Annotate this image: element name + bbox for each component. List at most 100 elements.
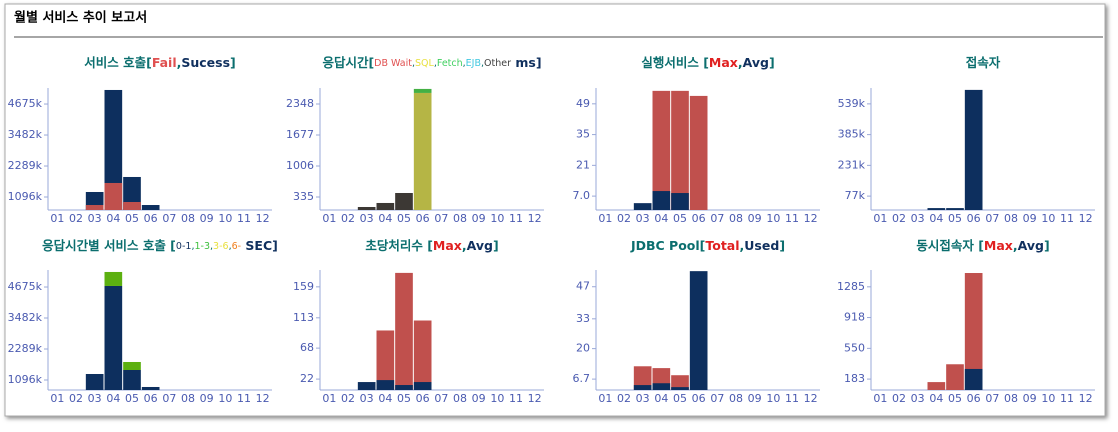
- title-part: ,: [1013, 238, 1018, 253]
- y-tick-label: 20: [576, 342, 590, 355]
- x-tick-label: 09: [1023, 392, 1037, 405]
- x-tick-label: 06: [967, 212, 981, 225]
- title-part: 서비스 호출[: [84, 55, 152, 70]
- x-tick-label: 08: [1004, 392, 1018, 405]
- x-tick-label: 05: [397, 212, 411, 225]
- bar: [413, 382, 432, 390]
- title-part: 동시접속자 [: [916, 238, 984, 253]
- title-part: 0-1: [176, 241, 192, 252]
- x-tick-label: 11: [509, 392, 523, 405]
- x-tick-label: 10: [766, 392, 780, 405]
- x-tick-label: 12: [528, 212, 542, 225]
- x-tick-label: 06: [416, 212, 430, 225]
- y-tick-label: 2289k: [8, 159, 43, 172]
- y-tick-label: 47: [576, 280, 590, 293]
- bar: [376, 202, 395, 210]
- x-tick-label: 12: [804, 212, 818, 225]
- x-tick-label: 10: [490, 392, 504, 405]
- x-tick-label: 02: [69, 212, 83, 225]
- title-part: ]: [769, 55, 775, 70]
- bar: [652, 90, 671, 210]
- title-part: Avg: [1018, 238, 1044, 253]
- y-tick-label: 1006: [286, 159, 314, 172]
- x-tick-label: 04: [378, 392, 392, 405]
- title-part: ]: [779, 238, 785, 253]
- bar: [357, 206, 376, 210]
- x-tick-label: 03: [636, 392, 650, 405]
- x-tick-label: 12: [1079, 212, 1093, 225]
- bar: [689, 271, 708, 390]
- x-tick-label: 11: [785, 212, 799, 225]
- bar: [652, 191, 671, 210]
- x-tick-label: 10: [1041, 212, 1055, 225]
- title-part: Fetch: [437, 58, 463, 69]
- title-part: DB Wait: [374, 58, 412, 69]
- title-part: 실행서비스 [: [641, 55, 709, 70]
- bar: [395, 272, 413, 390]
- x-tick-label: 01: [50, 392, 64, 405]
- x-tick-label: 05: [673, 392, 687, 405]
- bar: [413, 92, 432, 210]
- title-part: EJB: [466, 58, 481, 69]
- x-tick-label: 02: [892, 392, 906, 405]
- bar: [964, 368, 983, 390]
- y-tick-label: 4675k: [8, 97, 43, 110]
- title-part: ,: [210, 241, 213, 252]
- bar: [671, 90, 689, 210]
- x-tick-label: 03: [88, 392, 102, 405]
- x-tick-label: 10: [766, 212, 780, 225]
- title-part: ,: [463, 58, 466, 69]
- x-tick-label: 07: [985, 392, 999, 405]
- x-tick-label: 02: [341, 392, 355, 405]
- bar: [357, 382, 376, 390]
- bar: [671, 193, 689, 210]
- x-tick-label: 04: [106, 392, 120, 405]
- title-part: 접속자: [966, 55, 1001, 70]
- chart-title: 접속자: [966, 55, 1001, 70]
- x-tick-label: 05: [125, 212, 139, 225]
- title-part: ,: [434, 58, 437, 69]
- bar: [104, 285, 123, 390]
- title-part: ]: [230, 55, 236, 70]
- y-tick-label: 231k: [838, 158, 866, 171]
- y-tick-label: 22: [300, 372, 314, 385]
- x-tick-label: 11: [1060, 392, 1074, 405]
- y-tick-label: 49: [576, 97, 590, 110]
- chart-title: 동시접속자 [Max,Avg]: [916, 238, 1049, 253]
- bar: [946, 364, 964, 390]
- x-tick-label: 07: [434, 212, 448, 225]
- y-tick-label: 68: [300, 341, 314, 354]
- chart-title: 초당처리수 [Max,Avg]: [365, 238, 498, 253]
- x-tick-label: 02: [617, 392, 631, 405]
- x-tick-label: 03: [911, 392, 925, 405]
- bar: [633, 385, 652, 390]
- x-tick-label: 08: [729, 212, 743, 225]
- bar: [85, 205, 104, 210]
- page-title: 월별 서비스 추이 보고서: [14, 10, 147, 26]
- y-tick-label: 550: [844, 341, 865, 354]
- bar: [104, 89, 123, 210]
- chart-title: JDBC Pool[Total,Used]: [630, 238, 785, 253]
- chart-title: 응답시간[DB Wait,SQL,Fetch,EJB,Other ms]: [322, 55, 541, 70]
- chart-title: 서비스 호출[Fail,Sucess]: [84, 55, 236, 70]
- x-tick-label: 12: [1079, 392, 1093, 405]
- x-tick-label: 11: [237, 212, 251, 225]
- x-tick-label: 08: [729, 392, 743, 405]
- x-tick-label: 09: [472, 392, 486, 405]
- bar: [123, 361, 141, 370]
- bar: [689, 95, 708, 210]
- y-tick-label: 918: [844, 311, 865, 324]
- x-tick-label: 04: [929, 212, 943, 225]
- x-tick-label: 01: [873, 392, 887, 405]
- x-tick-label: 08: [453, 392, 467, 405]
- x-tick-label: 06: [416, 392, 430, 405]
- bar: [123, 369, 141, 390]
- title-part: Max: [709, 55, 738, 70]
- x-tick-label: 08: [181, 392, 195, 405]
- title-part: ]: [1044, 238, 1050, 253]
- title-part: Used: [744, 238, 779, 253]
- y-tick-label: 159: [293, 280, 314, 293]
- x-tick-label: 06: [692, 392, 706, 405]
